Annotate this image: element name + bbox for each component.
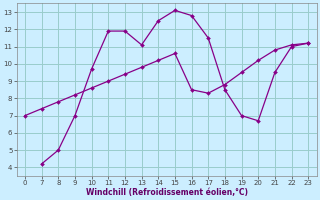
X-axis label: Windchill (Refroidissement éolien,°C): Windchill (Refroidissement éolien,°C) xyxy=(85,188,248,197)
